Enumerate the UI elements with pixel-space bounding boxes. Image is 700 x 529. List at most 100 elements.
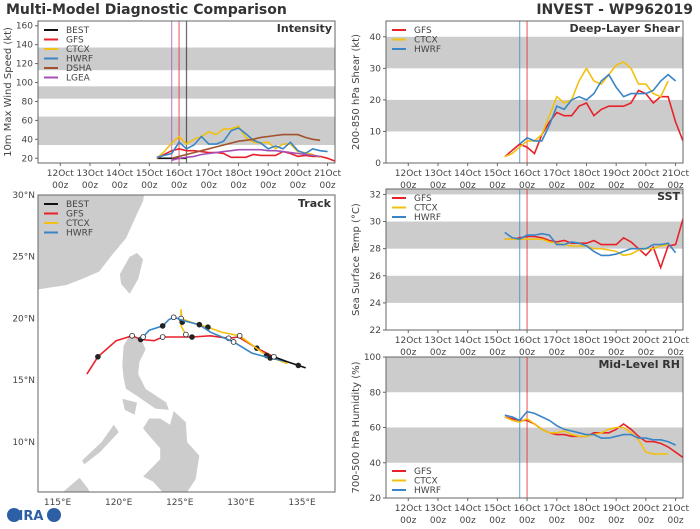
y-tick-label: 60 xyxy=(22,116,34,126)
x-tick-sublabel: 00z xyxy=(667,348,683,358)
x-tick-label: 12Oct xyxy=(395,336,422,346)
track-line-hwrf xyxy=(139,316,288,363)
track-position-marker xyxy=(129,332,135,339)
sst-panel: 22 24 26 28 30 32 12Oct 00z 13Oct 00z 14Oct 00z 15Oc… xyxy=(351,188,690,358)
x-tick-sublabel: 00z xyxy=(460,516,476,525)
land-visayas-mindanao xyxy=(143,411,200,492)
x-tick-label: 18Oct xyxy=(573,504,600,514)
series-line-gfs xyxy=(156,147,335,162)
x-tick-sublabel: 00z xyxy=(112,181,128,191)
x-tick-sublabel: 00z xyxy=(667,181,683,191)
lon-tick-label: 120°E xyxy=(105,498,133,508)
legend-label: DSHA xyxy=(66,64,92,74)
y-tick-label: 24 xyxy=(370,299,382,309)
lat-tick-label: 30°N xyxy=(12,191,35,201)
x-tick-sublabel: 00z xyxy=(460,348,476,358)
lon-tick-label: 130°E xyxy=(227,498,255,508)
series-line-ctcx xyxy=(504,61,669,158)
plot-frame xyxy=(385,20,684,164)
series-line-gfs xyxy=(504,218,683,271)
x-tick-label: 15Oct xyxy=(136,169,163,179)
legend-label: HWRF xyxy=(414,486,441,496)
shaded-band xyxy=(386,189,683,195)
x-tick-sublabel: 00z xyxy=(201,181,217,191)
x-tick-sublabel: 00z xyxy=(519,516,535,525)
panel-title: Track xyxy=(298,197,332,210)
series-line-ctcx xyxy=(504,416,669,455)
legend-label: CTCX xyxy=(414,36,438,46)
x-tick-sublabel: 00z xyxy=(578,516,594,525)
x-tick-label: 19Oct xyxy=(255,169,282,179)
legend-label: CTCX xyxy=(414,204,438,214)
x-tick-sublabel: 00z xyxy=(638,516,654,525)
x-tick-sublabel: 00z xyxy=(52,181,68,191)
x-tick-sublabel: 00z xyxy=(578,348,594,358)
map-area xyxy=(38,195,306,492)
x-tick-sublabel: 00z xyxy=(549,516,565,525)
shaded-band xyxy=(386,275,683,303)
x-tick-sublabel: 00z xyxy=(319,181,335,191)
x-tick-label: 13Oct xyxy=(424,169,451,179)
x-tick-sublabel: 00z xyxy=(489,348,505,358)
x-tick-label: 16Oct xyxy=(514,336,541,346)
legend-label: GFS xyxy=(66,36,84,46)
x-tick-label: 18Oct xyxy=(225,169,252,179)
y-axis-label: 10m Max Wind Speed (kt) xyxy=(3,27,14,157)
legend-label: GFS xyxy=(66,210,84,220)
x-tick-label: 14Oct xyxy=(454,336,481,346)
cira-logo: CIRA xyxy=(7,508,61,524)
land-palawan xyxy=(82,424,119,465)
x-tick-sublabel: 00z xyxy=(608,516,624,525)
panel-title: Deep-Layer Shear xyxy=(569,22,680,35)
track-position-marker xyxy=(95,353,101,360)
map-frame xyxy=(37,194,336,493)
x-tick-label: 21Oct xyxy=(662,504,689,514)
x-tick-sublabel: 00z xyxy=(171,181,187,191)
x-tick-label: 21Oct xyxy=(314,169,341,179)
y-tick-label: 20 xyxy=(22,154,34,164)
x-tick-label: 19Oct xyxy=(603,169,630,179)
track-position-marker xyxy=(189,334,195,340)
y-tick-label: 20 xyxy=(370,96,382,106)
y-tick-label: 40 xyxy=(370,459,382,469)
x-tick-sublabel: 00z xyxy=(400,181,416,191)
x-tick-label: 14Oct xyxy=(454,504,481,514)
track-position-marker xyxy=(170,314,177,321)
x-tick-sublabel: 00z xyxy=(519,348,535,358)
x-tick-sublabel: 00z xyxy=(608,348,624,358)
shaded-band xyxy=(386,427,683,463)
x-tick-label: 15Oct xyxy=(484,504,511,514)
x-tick-label: 19Oct xyxy=(603,504,630,514)
x-tick-sublabel: 00z xyxy=(578,181,594,191)
panel-title: Mid-Level RH xyxy=(598,358,680,371)
y-tick-label: 0 xyxy=(375,159,381,169)
y-tick-label: 20 xyxy=(370,494,382,504)
land-mindoro xyxy=(122,398,137,415)
track-panel: 10°N 15°N 20°N 25°N 30°N 115°E 120°E 125°E 130°E… xyxy=(12,191,336,508)
x-tick-label: 20Oct xyxy=(632,504,659,514)
x-tick-label: 18Oct xyxy=(573,169,600,179)
y-tick-label: 80 xyxy=(22,97,34,107)
y-tick-label: 22 xyxy=(370,326,381,336)
panel-title: Intensity xyxy=(277,22,332,35)
series-line-dsha xyxy=(171,133,321,160)
x-tick-sublabel: 00z xyxy=(489,516,505,525)
series-line-hwrf xyxy=(504,410,676,446)
x-tick-label: 14Oct xyxy=(454,169,481,179)
x-tick-label: 21Oct xyxy=(662,336,689,346)
x-tick-label: 18Oct xyxy=(573,336,600,346)
plot-frame xyxy=(385,188,684,331)
y-tick-label: 32 xyxy=(370,190,381,200)
track-position-marker xyxy=(183,331,189,338)
x-tick-label: 12Oct xyxy=(47,169,74,179)
legend-label: CTCX xyxy=(66,45,90,55)
track-position-marker xyxy=(196,321,203,328)
land-taiwan xyxy=(119,253,144,294)
x-tick-label: 13Oct xyxy=(76,169,103,179)
y-tick-label: 30 xyxy=(370,218,382,228)
series-line-lgea xyxy=(171,148,321,161)
y-tick-label: 60 xyxy=(370,424,382,434)
x-tick-label: 15Oct xyxy=(484,169,511,179)
legend-label: GFS xyxy=(414,26,432,36)
